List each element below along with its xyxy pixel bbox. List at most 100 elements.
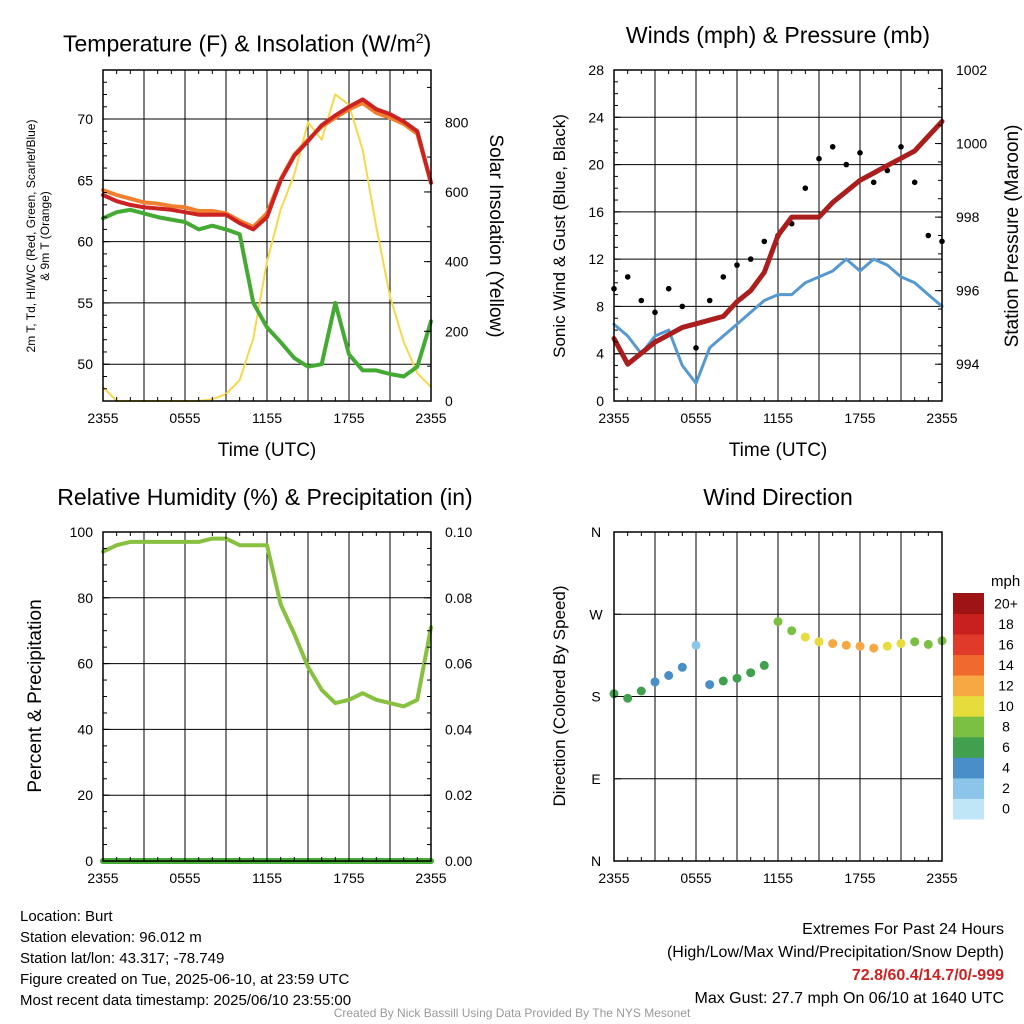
y-tick-label: 100	[70, 524, 94, 540]
y-tick-label: 998	[956, 209, 980, 225]
extremes-block: Extremes For Past 24 Hours (High/Low/Max…	[667, 918, 1004, 1010]
direction-point	[718, 676, 728, 686]
time-tick-label: 1155	[252, 870, 282, 886]
direction-point	[623, 693, 633, 703]
temperature-ylabel-line2: & 9m T (Orange)	[38, 191, 52, 281]
gust-point	[829, 144, 836, 150]
temperature-ylabel-line1: 2m T, Td, HI/WC (Red, Green, Scarlet/Blu…	[24, 119, 38, 353]
colorbar-label: 12	[998, 677, 1014, 693]
y-tick-label: 55	[77, 295, 93, 311]
y-tick-label: 400	[445, 254, 469, 270]
colorbar-label: 20+	[994, 595, 1018, 611]
temperature-ticks: 2355 0555 1155 1755 2355 50 55 60 65 70 0 200 400 600…	[77, 69, 469, 426]
direction-title: Wind Direction	[703, 484, 853, 510]
temperature-panel: 2355 0555 1155 1755 2355 50 55 60 65 70 0 200 400 600…	[77, 69, 469, 426]
humidity-title: Relative Humidity (%) & Precipitation (i…	[57, 484, 473, 510]
gust-point	[761, 238, 768, 245]
winds-ticks: 2355 0555 1155 1755 235504812162024289949969…	[588, 62, 987, 426]
colorbar-label: 4	[1002, 760, 1010, 776]
y-tick-label: 20	[588, 157, 604, 173]
humidity-ticks: 2355 0555 1155 1755 23550204060801000.000.02…	[70, 524, 473, 886]
direction-tick-label: W	[589, 606, 603, 622]
time-tick-label: 0555	[169, 410, 200, 426]
y-tick-label: 996	[956, 283, 980, 299]
y-tick-label: 0	[85, 853, 93, 869]
y-tick-label: 60	[77, 234, 93, 250]
y-tick-label: 0.04	[445, 721, 472, 737]
colorbar-swatch	[953, 695, 984, 717]
direction-left-ylabel: Direction (Colored By Speed)	[550, 585, 569, 807]
time-tick-label: 2355	[87, 410, 118, 426]
time-tick-label: 2355	[87, 870, 118, 886]
gust-point	[624, 274, 631, 280]
pressure-line	[611, 119, 945, 367]
time-tick-label: 0555	[680, 410, 711, 426]
colorbar-swatch	[953, 798, 984, 820]
colorbar-label: 2	[1002, 780, 1010, 796]
gust-point	[898, 144, 904, 150]
direction-point	[869, 643, 879, 653]
station-location: Location: Burt	[20, 908, 113, 925]
winds-panel: 2355 0555 1155 1755 235504812162024289949969…	[588, 62, 987, 426]
time-tick-label: 1155	[763, 410, 793, 426]
temperature-title-sup: 2	[415, 30, 424, 46]
time-tick-label: 2355	[598, 870, 629, 886]
direction-gridlines	[614, 532, 942, 861]
direction-point	[923, 639, 933, 649]
y-tick-label: 600	[445, 184, 469, 200]
winds-left-ylabel: Sonic Wind & Gust (Blue, Black)	[550, 114, 569, 358]
y-tick-label: 40	[77, 721, 93, 737]
dewpoint-line	[101, 207, 433, 379]
gust-point	[720, 274, 727, 280]
direction-tick-label: S	[591, 689, 600, 705]
gust-point	[706, 297, 713, 304]
y-tick-label: 12	[588, 251, 604, 267]
direction-point	[759, 660, 769, 670]
direction-point	[787, 626, 797, 636]
station-info: Location: Burt Station elevation: 96.012…	[20, 906, 351, 1011]
temperature-xlabel: Time (UTC)	[217, 440, 317, 461]
gust-point	[816, 155, 822, 162]
gust-point	[843, 161, 850, 168]
time-tick-label: 0555	[169, 870, 200, 886]
direction-point	[691, 640, 701, 650]
credit-text: Created By Nick Bassill Using Data Provi…	[333, 1006, 691, 1020]
extremes-values: 72.8/60.4/14.7/0/-999	[851, 967, 1004, 984]
gust-point	[734, 262, 740, 268]
winds-series	[611, 119, 945, 385]
gust-point	[802, 185, 809, 191]
temp-2m-line	[101, 97, 433, 232]
time-tick-label: 1755	[333, 410, 364, 426]
direction-tick-label: N	[591, 524, 601, 540]
direction-point	[746, 668, 756, 678]
y-tick-label: 1000	[956, 136, 987, 152]
direction-point	[841, 640, 851, 650]
colorbar-label: 10	[998, 698, 1014, 714]
humidity-left-ylabel: Percent & Precipitation	[25, 599, 46, 793]
direction-point	[773, 617, 783, 627]
direction-point	[636, 686, 646, 696]
y-tick-label: 60	[77, 656, 93, 672]
gust-point	[870, 179, 877, 186]
recent-timestamp: Most recent data timestamp: 2025/06/10 2…	[20, 992, 352, 1009]
time-tick-label: 1155	[252, 410, 282, 426]
y-tick-label: 24	[588, 109, 604, 125]
direction-point	[882, 641, 892, 651]
y-tick-label: 0.10	[445, 524, 472, 540]
gust-point	[911, 179, 918, 186]
station-latlon: Station lat/lon: 43.317; -78.749	[20, 950, 225, 967]
colorbar-label: 6	[1002, 739, 1010, 755]
time-tick-label: 2355	[415, 410, 446, 426]
station-elevation: Station elevation: 96.012 m	[20, 929, 202, 946]
colorbar-swatch	[953, 736, 984, 758]
colorbar-swatch	[953, 613, 984, 635]
colorbar-label: 16	[998, 636, 1014, 652]
y-tick-label: 80	[77, 590, 93, 606]
gust-point	[693, 345, 699, 351]
direction-point	[800, 632, 810, 642]
y-tick-label: 4	[596, 346, 604, 362]
y-tick-label: 28	[588, 62, 604, 78]
figure-created: Figure created on Tue, 2025-06-10, at 23…	[20, 971, 350, 988]
